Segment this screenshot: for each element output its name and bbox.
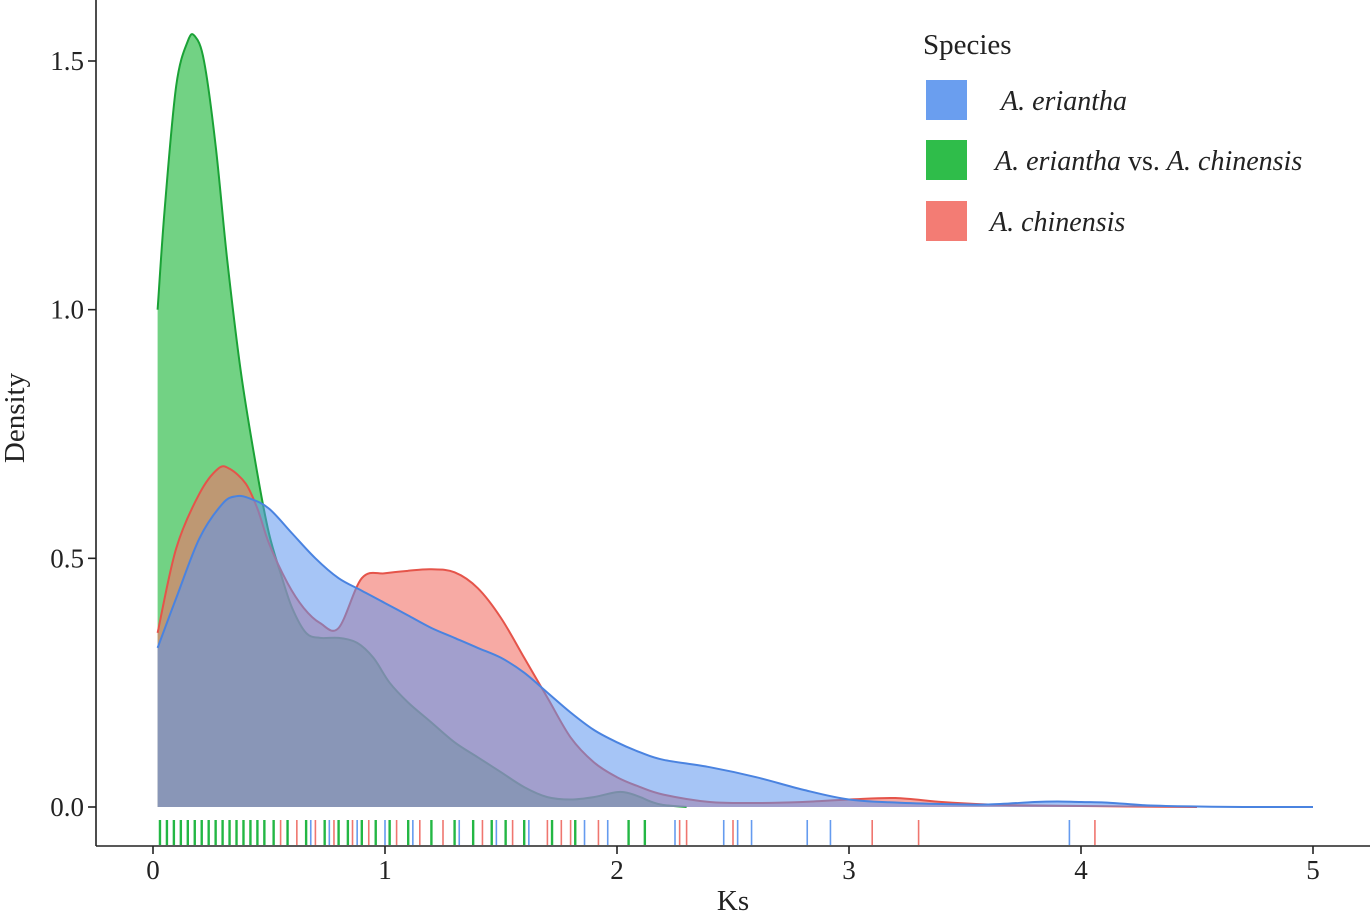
y-tick-label: 1.5 [50,46,84,76]
legend-title: Species [923,29,1012,61]
x-tick-label: 5 [1306,855,1320,885]
x-tick-label: 3 [842,855,856,885]
legend-swatch-chinensis [926,201,967,241]
x-axis-title: Ks [717,885,749,914]
density-areas [156,33,1314,809]
rug-marks [158,820,1096,845]
y-tick-label: 0.0 [50,792,84,822]
legend: Species A. eriantha A. eriantha vs. A. chi… [923,29,1302,241]
legend-swatch-vs [926,140,967,180]
x-tick-label: 1 [378,855,392,885]
legend-label-vs: A. eriantha vs. A. chinensis [993,146,1302,177]
legend-label-chinensis: A. chinensis [988,207,1125,238]
density-line-eriantha [156,494,1314,809]
y-tick-label: 1.0 [50,295,84,325]
y-axis-title: Density [0,372,31,463]
density-area-eriantha [157,495,1314,808]
y-tick-label: 0.5 [50,543,84,573]
x-tick-label: 0 [146,855,160,885]
legend-swatch-eriantha [926,80,967,120]
legend-label-eriantha: A. eriantha [999,86,1127,117]
x-tick-label: 2 [610,855,624,885]
x-tick-label: 4 [1074,855,1088,885]
